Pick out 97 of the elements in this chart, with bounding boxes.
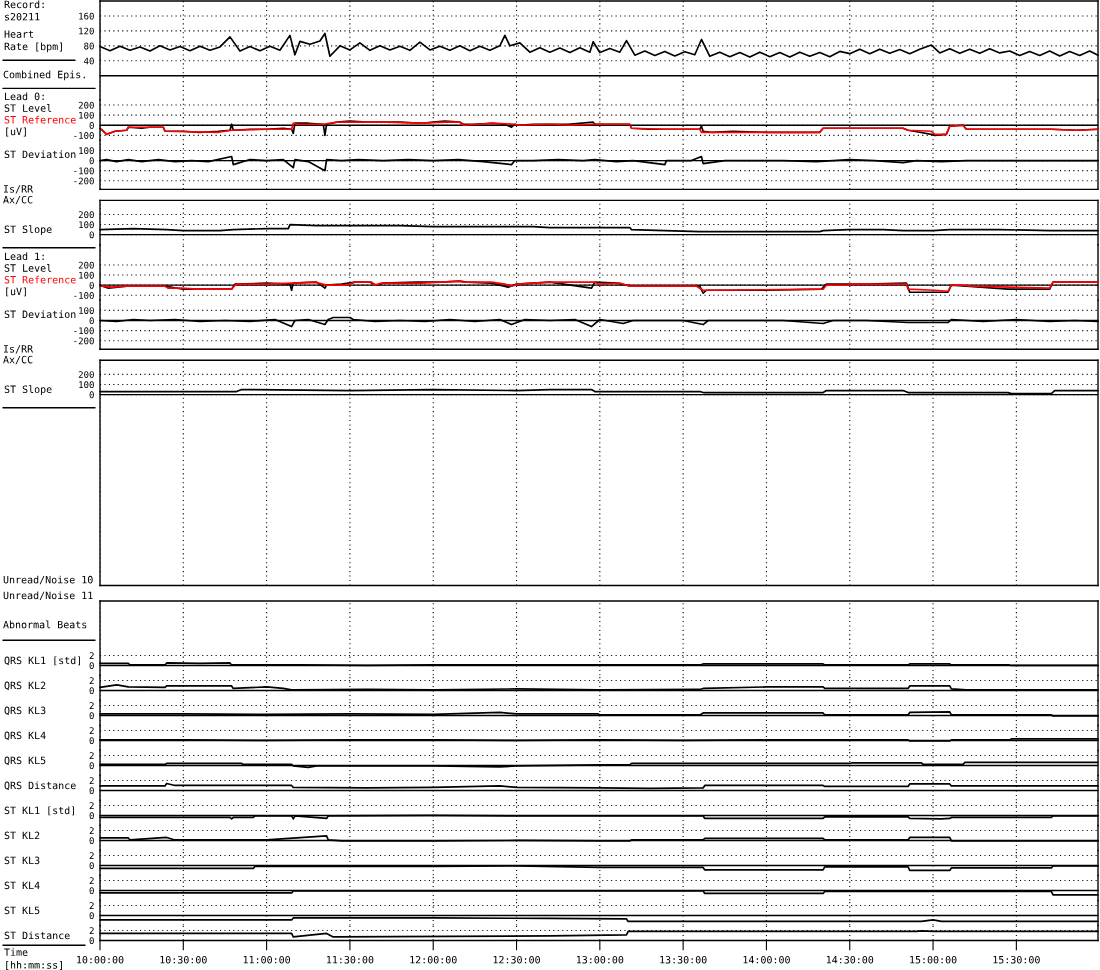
y-tick-label: 100 — [79, 307, 94, 314]
y-axis-title: QRS Distance — [4, 781, 76, 791]
y-tick-label: 0 — [89, 937, 94, 945]
y-axis-title: [uV] — [6, 287, 26, 297]
y-tick-label: 2 — [89, 827, 94, 834]
y-tick-label: 0 — [89, 391, 94, 399]
x-tick-label: 13:00:00 — [576, 955, 624, 964]
y-tick-label: 2 — [89, 727, 94, 734]
y-tick-label: 2 — [89, 652, 94, 659]
y-tick-label: 2 — [89, 927, 94, 934]
y-tick-label: 160 — [79, 12, 94, 20]
y-tick-label: 100 — [79, 147, 94, 155]
text: ST Reference — [4, 275, 76, 284]
y-axis-title: ST Slope — [4, 225, 52, 236]
y-tick-label: 100 — [79, 381, 94, 389]
text: Ax/CC — [3, 355, 33, 365]
y-tick-label: -200 — [74, 337, 94, 345]
y-axis-title: Heart Rate [bpm] — [4, 30, 62, 53]
y-tick-label: -100 — [74, 327, 94, 335]
y-axis-title: ST KL3 — [4, 856, 40, 865]
y-tick-label: -100 — [74, 167, 94, 175]
x-tick-label: 13:30:00 — [660, 955, 707, 964]
y-tick-label: -200 — [74, 177, 94, 185]
y-axis-title: QRS KL4 — [4, 731, 46, 741]
x-tick-label: 14:00:00 — [743, 955, 790, 964]
y-tick-label: 0 — [89, 712, 94, 720]
x-tick-label: 12:30:00 — [493, 955, 540, 964]
y-tick-label: -100 — [74, 292, 94, 299]
text: ST Level — [4, 264, 52, 272]
text: Is/RR — [3, 345, 34, 354]
y-tick-label: 2 — [89, 677, 94, 684]
text: Unread/Noise 11 — [3, 591, 93, 600]
y-tick-label: 100 — [79, 111, 94, 119]
y-axis-title: ST Slope — [4, 385, 52, 395]
x-tick-label: 15:30:00 — [993, 955, 1040, 964]
y-tick-label: 100 — [79, 221, 94, 229]
y-tick-label: 200 — [78, 101, 94, 109]
y-axis-title: ST KL5 — [4, 906, 40, 915]
text: ST Level — [4, 104, 52, 112]
y-tick-label: 200 — [78, 261, 94, 269]
y-tick-label: 100 — [79, 271, 94, 279]
y-tick-label: 0 — [89, 231, 94, 239]
y-tick-label: 2 — [89, 802, 94, 809]
y-tick-label: -100 — [74, 132, 94, 139]
y-tick-label: 2 — [89, 877, 94, 884]
y-tick-label: 0 — [89, 662, 94, 670]
y-axis-title: ST Deviation — [4, 310, 76, 319]
x-tick-label: 10:30:00 — [160, 955, 207, 964]
y-tick-label: 0 — [89, 812, 94, 820]
text: Ax/CC — [3, 195, 33, 205]
x-tick-label: 11:00:00 — [243, 955, 291, 964]
x-tick-label: 12:00:00 — [410, 955, 457, 964]
text: ST Reference — [4, 115, 76, 124]
y-tick-label: 0 — [89, 862, 94, 870]
y-tick-label: 80 — [84, 42, 94, 50]
y-tick-label: 40 — [84, 57, 94, 65]
y-axis-title: [uV] — [6, 127, 26, 137]
y-tick-label: 0 — [89, 737, 94, 745]
y-tick-label: 0 — [89, 762, 94, 770]
y-axis-title: QRS KL2 — [4, 681, 46, 691]
y-axis-title: ST KL2 — [4, 831, 40, 840]
chart-title: Record: s20211 — [4, 0, 44, 21]
x-tick-label: 10:00:00 — [77, 955, 124, 964]
y-tick-label: 0 — [89, 121, 94, 129]
y-tick-label: 0 — [89, 787, 94, 795]
y-tick-label: 0 — [89, 281, 94, 289]
text: Is/RR — [3, 185, 34, 194]
y-tick-label: 2 — [89, 752, 94, 759]
x-tick-label: 15:00:00 — [910, 955, 957, 964]
text: Abnormal Beats — [3, 620, 87, 629]
y-tick-label: 0 — [89, 687, 94, 695]
y-tick-label: 2 — [89, 777, 94, 784]
y-axis-title: ST Deviation — [4, 150, 76, 159]
y-axis-title: QRS KL1 [std] — [4, 656, 81, 666]
y-tick-label: 0 — [89, 157, 94, 165]
text: Lead 1: — [5, 252, 44, 261]
y-tick-label: 2 — [89, 702, 94, 709]
y-tick-label: 200 — [78, 211, 94, 219]
y-axis-title: QRS KL3 — [4, 706, 46, 716]
y-tick-label: 2 — [89, 902, 94, 909]
y-tick-label: 200 — [78, 371, 94, 378]
y-axis-title: ST KL4 — [4, 881, 40, 890]
y-tick-label: 0 — [89, 317, 94, 325]
y-axis-title: QRS KL5 — [4, 756, 46, 766]
y-tick-label: 2 — [89, 852, 94, 859]
x-axis-title: Time [hh:mm:ss] — [4, 948, 62, 970]
y-tick-label: 120 — [79, 27, 94, 35]
y-axis-title: ST KL1 [std] — [4, 806, 74, 816]
y-tick-label: 0 — [89, 887, 94, 895]
y-tick-label: 0 — [89, 837, 94, 845]
y-axis-title: ST Distance — [4, 931, 70, 940]
y-tick-label: 0 — [89, 912, 94, 920]
text: Unread/Noise 10 — [3, 575, 93, 585]
x-tick-label: 14:30:00 — [826, 955, 874, 964]
text: Combined Epis. — [3, 70, 85, 81]
chart-title: Lead 0: — [5, 92, 44, 101]
x-tick-label: 11:30:00 — [327, 955, 374, 964]
